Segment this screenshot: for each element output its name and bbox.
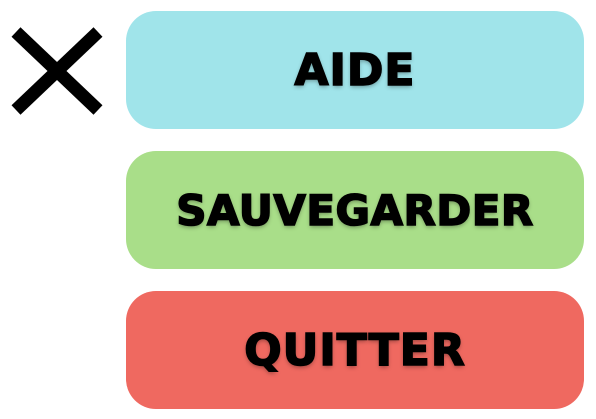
quit-button[interactable]: QUITTER bbox=[126, 291, 584, 409]
close-icon-graphic bbox=[11, 27, 103, 115]
help-button-label: AIDE bbox=[294, 44, 416, 97]
save-button-label: SAUVEGARDER bbox=[175, 185, 534, 236]
save-button[interactable]: SAUVEGARDER bbox=[126, 151, 584, 269]
help-button[interactable]: AIDE bbox=[126, 11, 584, 129]
quit-button-label: QUITTER bbox=[243, 324, 466, 377]
close-icon[interactable] bbox=[10, 26, 104, 116]
